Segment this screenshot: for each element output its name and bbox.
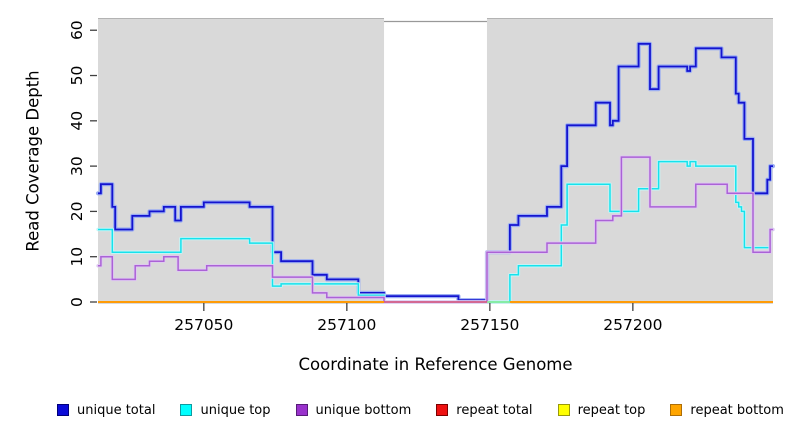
y-tick-label: 20 (68, 202, 86, 222)
x-axis-title: Coordinate in Reference Genome (298, 355, 573, 374)
legend: unique total unique top unique bottom repea… (0, 397, 792, 423)
y-tick-label: 30 (68, 156, 86, 176)
legend-item-repeat-total: repeat total (436, 402, 533, 418)
y-tick-label: 0 (68, 297, 86, 307)
coverage-gap-band (384, 12, 487, 304)
y-tick-label: 60 (68, 20, 86, 40)
unique-bottom-swatch (295, 404, 308, 416)
x-tick-label: 257100 (317, 316, 376, 334)
y-tick-label: 50 (68, 66, 86, 86)
repeat-total-swatch (436, 404, 449, 416)
plot-area: 257050 257100 257150 257200 0 10 20 30 40 50 60 (68, 12, 776, 334)
x-tick-label: 257200 (603, 316, 662, 334)
legend-label: unique bottom (315, 402, 412, 418)
legend-label: unique total (77, 402, 156, 418)
unique-total-swatch (57, 404, 69, 416)
x-tick-label: 257050 (174, 316, 233, 334)
legend-item-unique-bottom: unique bottom (295, 402, 412, 418)
legend-label: repeat total (456, 402, 533, 418)
repeat-top-swatch (557, 404, 570, 416)
y-axis-title: Read Coverage Depth (23, 70, 43, 252)
legend-item-repeat-top: repeat top (557, 402, 646, 418)
legend-item-unique-total: unique total (57, 403, 155, 418)
unique-top-swatch (180, 404, 193, 416)
legend-label: unique top (200, 402, 271, 418)
legend-item-unique-top: unique top (180, 402, 271, 418)
series-unique-bottom (98, 156, 773, 303)
legend-label: repeat top (577, 402, 646, 418)
y-tick-label: 10 (68, 247, 86, 267)
repeat-bottom-swatch (670, 404, 683, 416)
x-tick-label: 257150 (460, 316, 519, 334)
y-tick-label: 40 (68, 111, 86, 131)
series-unique-total (98, 42, 773, 302)
legend-label: repeat bottom (690, 402, 784, 418)
legend-item-repeat-bottom: repeat bottom (670, 403, 784, 418)
